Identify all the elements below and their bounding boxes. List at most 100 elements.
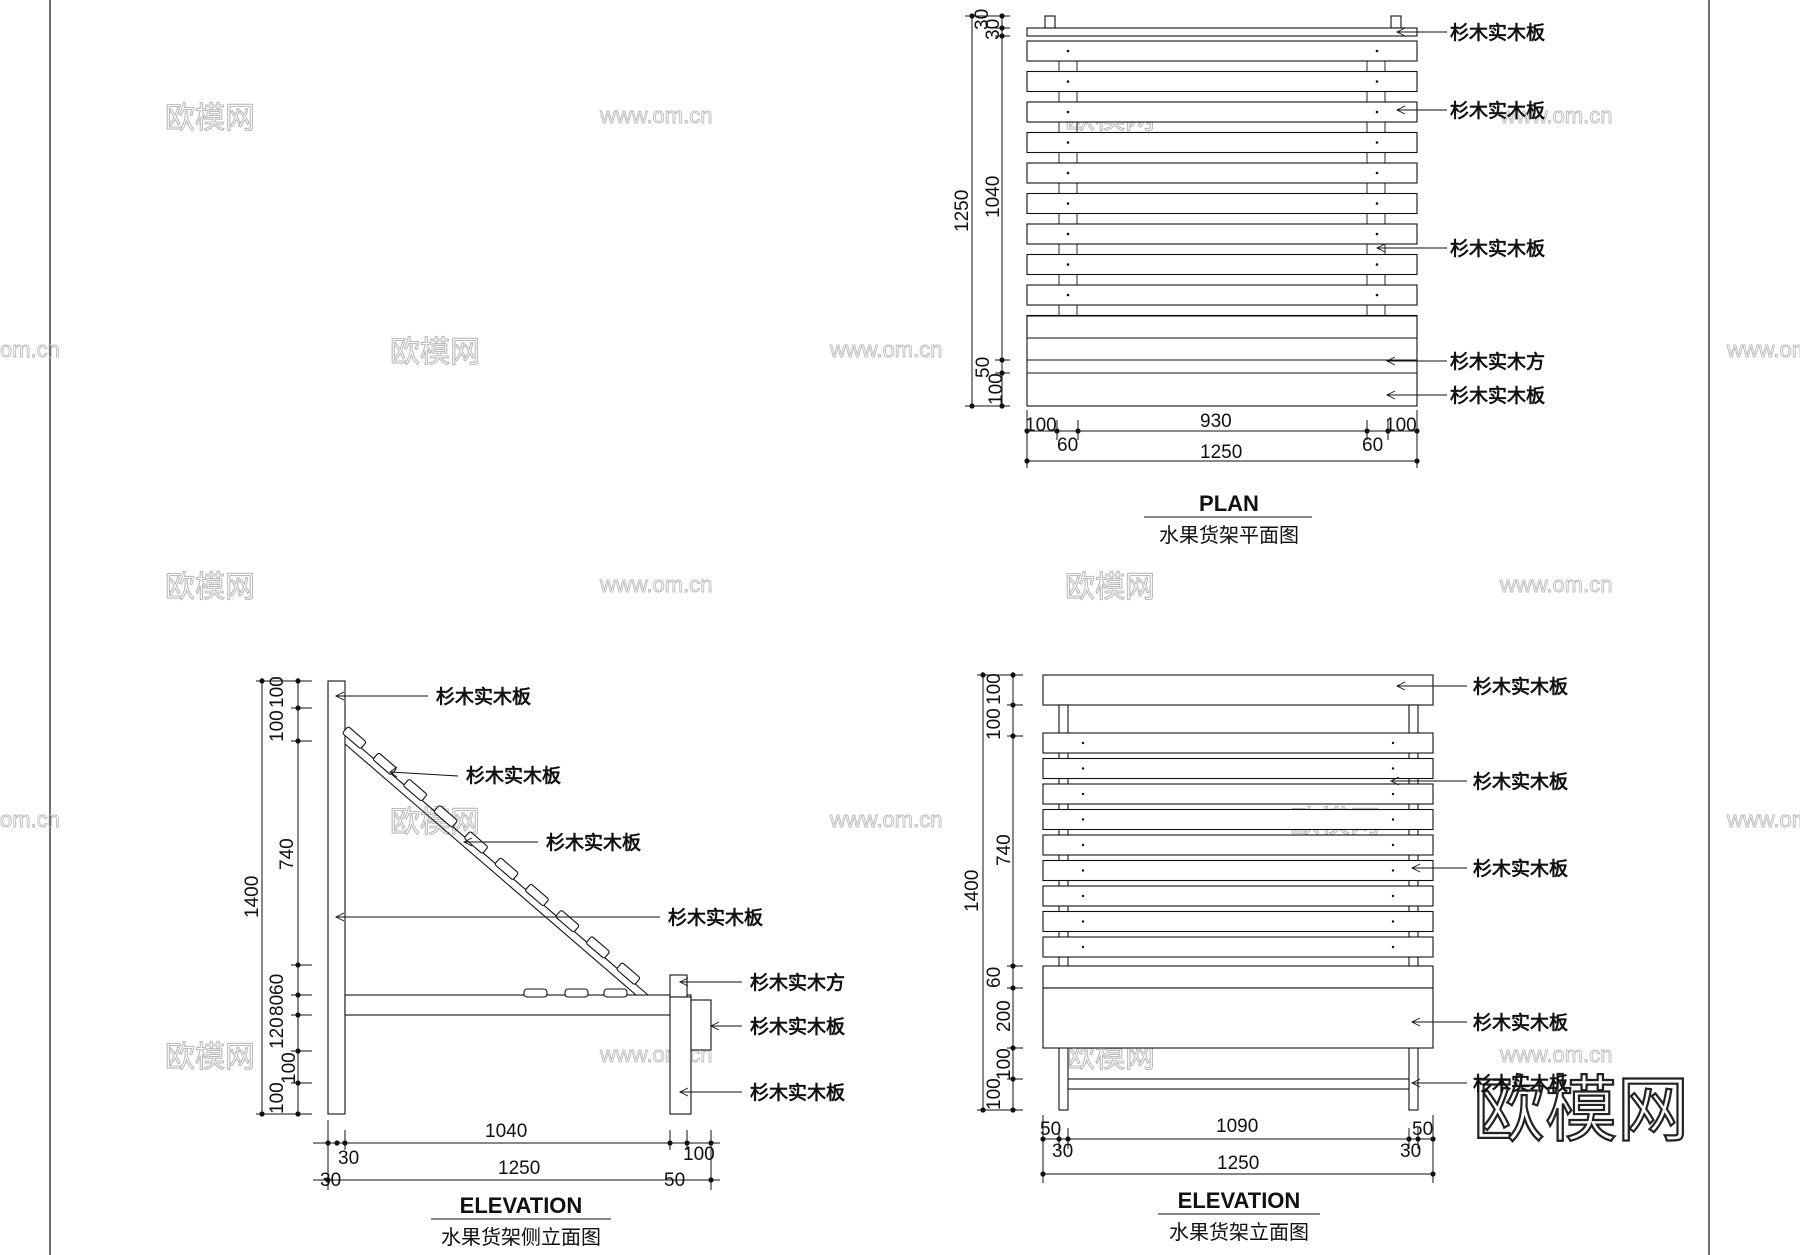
plan-slat-nail bbox=[1375, 263, 1379, 266]
plan-dim-30b: 30 bbox=[983, 19, 1004, 40]
front-title-cn: 水果货架立面图 bbox=[1169, 1220, 1309, 1244]
plan-leaders bbox=[1375, 27, 1447, 400]
front-dim-1250: 1250 bbox=[1217, 1153, 1259, 1174]
side-base-board bbox=[344, 994, 692, 1016]
front-apron-board bbox=[1042, 987, 1434, 1049]
plan-slat-nail bbox=[1066, 232, 1070, 236]
watermark-url: www.om.cn bbox=[1499, 1042, 1612, 1067]
side-slope-slat bbox=[586, 936, 610, 959]
plan-slat-nail bbox=[1066, 202, 1070, 205]
watermark-url: om.cn bbox=[0, 807, 60, 832]
front-slat-nail bbox=[1081, 869, 1085, 872]
front-dim-200: 200 bbox=[994, 1000, 1015, 1032]
front-slat bbox=[1042, 732, 1434, 754]
plan-slats bbox=[1026, 40, 1418, 346]
plan-label-board: 杉木实木板 bbox=[1450, 384, 1546, 407]
front-slat-nail bbox=[1081, 741, 1085, 745]
front-title-en: ELEVATION bbox=[1178, 1188, 1301, 1213]
side-dim-50: 50 bbox=[664, 1170, 685, 1191]
plan-base bbox=[1026, 315, 1418, 407]
plan-label-square: 杉木实木方 bbox=[1450, 350, 1545, 373]
plan-slat bbox=[1026, 284, 1418, 306]
plan-dim-60-right: 60 bbox=[1362, 435, 1383, 456]
side-slope-slat bbox=[464, 831, 488, 854]
plan-post-right bbox=[1390, 15, 1402, 29]
watermark-text: 欧模网 bbox=[165, 570, 255, 605]
plan-post-left bbox=[1044, 15, 1056, 29]
plan-slat-nail bbox=[1066, 263, 1070, 266]
plan-slat-nail bbox=[1375, 141, 1379, 144]
front-slat-nail bbox=[1391, 741, 1395, 745]
plan-slat-nail bbox=[1066, 80, 1070, 83]
plan-slat bbox=[1026, 70, 1418, 93]
side-back-post bbox=[327, 680, 346, 1115]
side-slope-slats bbox=[342, 726, 641, 985]
watermark-text: 欧模网 bbox=[390, 335, 480, 370]
front-dim-1090: 1090 bbox=[1216, 1116, 1258, 1137]
side-slope-slat bbox=[616, 962, 641, 985]
front-label-board: 杉木实木板 bbox=[1473, 1072, 1569, 1095]
side-front-board bbox=[690, 999, 712, 1051]
front-slat-nail bbox=[1391, 945, 1395, 949]
front-slat bbox=[1042, 910, 1434, 933]
watermark-layer: 欧模网 www.om.cn 欧模网 www.om.cn om.cn 欧模网 ww… bbox=[0, 100, 1800, 1153]
side-slope-slat bbox=[555, 910, 580, 933]
front-dim-100d: 100 bbox=[984, 1078, 1005, 1110]
side-slope-slat bbox=[525, 883, 549, 906]
plan-dim-100-left: 100 bbox=[1025, 415, 1057, 436]
front-dim-ticks-bottom bbox=[1040, 1115, 1436, 1183]
side-label-board: 杉木实木板 bbox=[466, 764, 562, 787]
front-slat bbox=[1042, 757, 1434, 780]
plan-slat bbox=[1026, 101, 1418, 123]
plan-dim-100: 100 bbox=[986, 373, 1007, 405]
side-slope-rail bbox=[344, 743, 637, 996]
front-lower-board bbox=[1042, 965, 1434, 989]
side-dim-100d: 100 bbox=[267, 1082, 288, 1114]
plan-dim-100-right: 100 bbox=[1385, 415, 1417, 436]
front-dim-100b: 100 bbox=[984, 708, 1005, 740]
watermark-url: www.om.cn bbox=[1499, 572, 1612, 597]
front-dim-100c: 100 bbox=[994, 1048, 1015, 1080]
watermark-url: www.om.cn bbox=[1499, 103, 1612, 128]
plan-slat-nail bbox=[1066, 171, 1070, 175]
plan-slat bbox=[1026, 223, 1418, 245]
side-label-board: 杉木实木板 bbox=[436, 685, 532, 708]
front-dim-50-left: 50 bbox=[1040, 1119, 1061, 1140]
side-dim-60: 60 bbox=[267, 974, 288, 995]
side-base-block bbox=[523, 988, 548, 998]
side-dim-120: 120 bbox=[267, 1017, 288, 1049]
plan-slat-nail bbox=[1066, 293, 1070, 297]
front-dim-30-left: 30 bbox=[1052, 1141, 1073, 1162]
plan-slat-nail bbox=[1375, 171, 1379, 175]
front-stretcher bbox=[1067, 1078, 1410, 1090]
front-slat-nail bbox=[1081, 894, 1085, 898]
plan-slat bbox=[1026, 192, 1418, 215]
side-leaders bbox=[334, 691, 742, 1097]
front-slat-nail bbox=[1391, 818, 1395, 821]
plan-dim-ticks bbox=[965, 13, 1010, 409]
front-top-board bbox=[1042, 674, 1434, 706]
side-elevation-view: 100 100 740 1400 60 80 120 100 100 30 10… bbox=[242, 676, 846, 1249]
plan-label-board: 杉木实木板 bbox=[1450, 99, 1546, 122]
plan-slat bbox=[1026, 131, 1418, 154]
front-label-board: 杉木实木板 bbox=[1473, 1011, 1569, 1034]
watermark-url: www.om.cn bbox=[599, 103, 712, 128]
side-slope-slat bbox=[373, 752, 397, 775]
side-dim-ticks-bottom bbox=[325, 1120, 714, 1190]
plan-slat-nail bbox=[1375, 110, 1379, 114]
front-dim-30-right: 30 bbox=[1400, 1141, 1421, 1162]
front-slat-nail bbox=[1391, 843, 1395, 847]
side-slope-slat bbox=[433, 805, 458, 828]
front-slat-nail bbox=[1391, 920, 1395, 923]
plan-label-board: 杉木实木板 bbox=[1450, 237, 1546, 260]
plan-slat-nail bbox=[1066, 49, 1070, 53]
front-dim-60: 60 bbox=[984, 967, 1005, 988]
side-label-board: 杉木实木板 bbox=[668, 906, 764, 929]
side-dim-1400: 1400 bbox=[242, 876, 263, 918]
watermark-logo: 欧模网 bbox=[1473, 1068, 1689, 1152]
plan-dim-930: 930 bbox=[1200, 411, 1232, 432]
front-dim-740: 740 bbox=[994, 834, 1015, 866]
plan-dim-30a: 30 bbox=[972, 9, 993, 30]
side-title-en: ELEVATION bbox=[460, 1193, 583, 1218]
